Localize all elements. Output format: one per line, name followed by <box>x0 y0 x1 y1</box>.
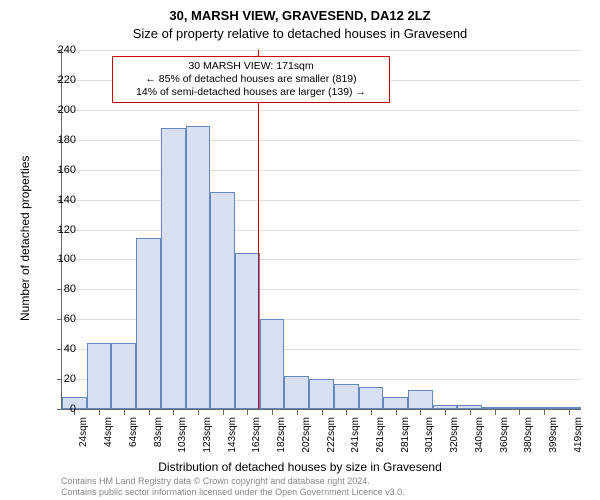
xtick-label: 419sqm <box>573 417 584 465</box>
xtick-mark <box>519 410 520 415</box>
histogram-bar <box>359 387 384 409</box>
xtick-label: 182sqm <box>276 417 287 465</box>
xtick-mark <box>99 410 100 415</box>
xtick-mark <box>346 410 347 415</box>
xtick-mark <box>173 410 174 415</box>
ytick-label: 200 <box>42 104 76 116</box>
annotation-line: 30 MARSH VIEW: 171sqm <box>119 60 383 73</box>
gridline <box>62 170 581 171</box>
xtick-mark <box>396 410 397 415</box>
histogram-bar <box>383 397 408 409</box>
xtick-label: 261sqm <box>375 417 386 465</box>
xtick-label: 281sqm <box>400 417 411 465</box>
histogram-bar <box>482 407 507 409</box>
reference-line <box>258 50 259 409</box>
xtick-mark <box>420 410 421 415</box>
xtick-label: 241sqm <box>350 417 361 465</box>
annotation-line: ← 85% of detached houses are smaller (81… <box>119 73 383 86</box>
xtick-mark <box>124 410 125 415</box>
ytick-label: 100 <box>42 253 76 265</box>
xtick-mark <box>544 410 545 415</box>
xtick-mark <box>272 410 273 415</box>
histogram-bar <box>532 407 557 409</box>
xtick-label: 83sqm <box>153 417 164 465</box>
xtick-mark <box>149 410 150 415</box>
xtick-label: 64sqm <box>128 417 139 465</box>
histogram-bar <box>334 384 359 409</box>
xtick-mark <box>470 410 471 415</box>
xtick-label: 123sqm <box>202 417 213 465</box>
xtick-mark <box>198 410 199 415</box>
xtick-mark <box>247 410 248 415</box>
ytick-label: 20 <box>42 373 76 385</box>
xtick-label: 360sqm <box>499 417 510 465</box>
xtick-mark <box>371 410 372 415</box>
ytick-label: 80 <box>42 283 76 295</box>
xtick-label: 143sqm <box>227 417 238 465</box>
histogram-bar <box>136 238 161 409</box>
histogram-bar <box>457 405 482 409</box>
chart-title-address: 30, MARSH VIEW, GRAVESEND, DA12 2LZ <box>0 8 600 23</box>
histogram-bar <box>284 376 309 409</box>
annotation-box: 30 MARSH VIEW: 171sqm← 85% of detached h… <box>112 56 390 103</box>
ytick-label: 140 <box>42 194 76 206</box>
xtick-label: 103sqm <box>177 417 188 465</box>
gridline <box>62 200 581 201</box>
plot-area: 24sqm44sqm64sqm83sqm103sqm123sqm143sqm16… <box>61 50 581 410</box>
xtick-label: 222sqm <box>326 417 337 465</box>
xtick-mark <box>223 410 224 415</box>
histogram-bar <box>309 379 334 409</box>
footer-attribution: Contains HM Land Registry data © Crown c… <box>61 476 405 497</box>
gridline <box>62 140 581 141</box>
xtick-label: 202sqm <box>301 417 312 465</box>
ytick-label: 180 <box>42 134 76 146</box>
histogram-bar <box>111 343 136 409</box>
xtick-label: 162sqm <box>251 417 262 465</box>
xtick-mark <box>297 410 298 415</box>
histogram-bar <box>556 407 581 409</box>
xtick-label: 340sqm <box>474 417 485 465</box>
xtick-label: 44sqm <box>103 417 114 465</box>
ytick-label: 0 <box>42 403 76 415</box>
histogram-bar <box>408 390 433 409</box>
xtick-mark <box>495 410 496 415</box>
histogram-bar <box>210 192 235 409</box>
footer-line-2: Contains public sector information licen… <box>61 487 405 497</box>
histogram-bar <box>161 128 186 409</box>
xtick-label: 320sqm <box>449 417 460 465</box>
annotation-line: 14% of semi-detached houses are larger (… <box>119 86 383 99</box>
ytick-label: 220 <box>42 74 76 86</box>
y-axis-label: Number of detached properties <box>18 156 32 321</box>
xtick-label: 380sqm <box>523 417 534 465</box>
gridline <box>62 230 581 231</box>
xtick-mark <box>322 410 323 415</box>
histogram-bar <box>235 253 260 409</box>
gridline <box>62 50 581 51</box>
ytick-label: 120 <box>42 224 76 236</box>
xtick-label: 24sqm <box>78 417 89 465</box>
xtick-mark <box>445 410 446 415</box>
xtick-mark <box>569 410 570 415</box>
ytick-label: 60 <box>42 313 76 325</box>
histogram-bar <box>260 319 285 409</box>
histogram-bar <box>433 405 458 409</box>
histogram-bar <box>87 343 112 409</box>
ytick-label: 160 <box>42 164 76 176</box>
histogram-bar <box>186 126 211 409</box>
xtick-label: 301sqm <box>424 417 435 465</box>
histogram-bar <box>507 407 532 409</box>
ytick-label: 40 <box>42 343 76 355</box>
xtick-label: 399sqm <box>548 417 559 465</box>
footer-line-1: Contains HM Land Registry data © Crown c… <box>61 476 405 486</box>
x-axis-label: Distribution of detached houses by size … <box>0 460 600 474</box>
ytick-label: 240 <box>42 44 76 56</box>
gridline <box>62 110 581 111</box>
chart-subtitle: Size of property relative to detached ho… <box>0 26 600 41</box>
